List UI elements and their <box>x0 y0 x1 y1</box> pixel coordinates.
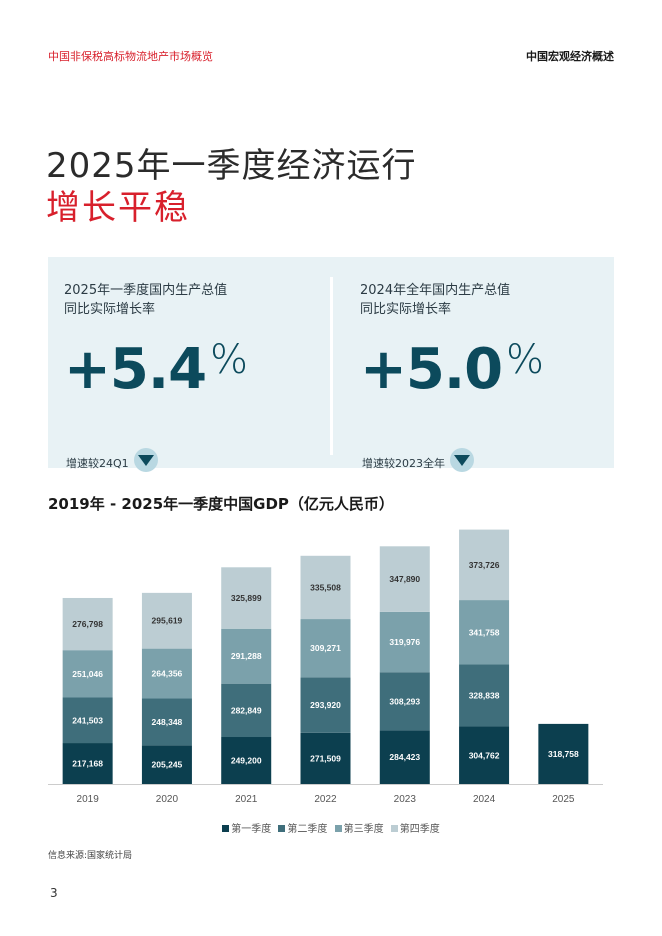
x-tick-label: 2025 <box>552 794 575 805</box>
bar-segment <box>300 732 351 784</box>
data-label: 205,245 <box>152 760 183 770</box>
gdp-stats-panel: 2025年一季度国内生产总值 同比实际增长率 +5.4 % 增速较24Q1 20… <box>48 257 614 472</box>
data-label: 282,849 <box>231 705 262 715</box>
section-title-header: 中国宏观经济概述 <box>526 50 614 63</box>
data-label: 248,348 <box>152 717 183 727</box>
legend-label: 第一季度 <box>231 824 272 835</box>
legend-swatch <box>390 825 398 832</box>
bar-segment <box>221 683 272 738</box>
data-label: 341,758 <box>469 627 500 637</box>
x-tick-label: 2024 <box>473 794 496 805</box>
triangle-down-icon <box>450 448 474 472</box>
page-number: 3 <box>50 886 58 900</box>
stat-label-line2: 同比实际增长率 <box>360 302 452 317</box>
stat-label-line1: 2025年一季度国内生产总值 <box>64 283 228 298</box>
data-label: 318,758 <box>548 749 579 759</box>
legend-label: 第二季度 <box>287 824 328 835</box>
triangle-down-icon <box>134 448 158 472</box>
stat-2025q1: 2025年一季度国内生产总值 同比实际增长率 +5.4 % 增速较24Q1 <box>64 281 324 472</box>
bar-segment <box>459 664 510 727</box>
stat-2024: 2024年全年国内生产总值 同比实际增长率 +5.0 % 增速较2023全年 <box>360 281 620 472</box>
stat-value: +5.4 <box>64 337 207 402</box>
bar-segment <box>62 743 113 784</box>
page-title-line2: 增长平稳 <box>46 188 190 228</box>
bar-segment <box>379 730 430 784</box>
bar-segment <box>141 592 192 649</box>
bar-segment <box>62 697 113 744</box>
data-label: 328,838 <box>469 691 500 701</box>
stat-note: 增速较24Q1 <box>66 457 129 470</box>
legend-item-q4: 第四季度 <box>390 820 440 835</box>
x-tick-label: 2023 <box>394 794 417 805</box>
x-tick-label: 2021 <box>235 794 258 805</box>
bar-segment <box>300 555 351 620</box>
bar-segment <box>300 619 351 678</box>
bar-segment <box>141 698 192 746</box>
data-label: 249,200 <box>231 756 262 766</box>
gdp-stacked-bar-chart: 217,168 241,503 251,046 276,798 2019 205,245 2… <box>48 529 603 805</box>
legend-item-q2: 第二季度 <box>278 820 327 835</box>
bar-segment <box>62 597 113 651</box>
report-title-header: 中国非保税高标物流地产市场概览 <box>48 50 213 63</box>
stat-note: 增速较2023全年 <box>362 457 445 470</box>
bar-segment <box>62 650 113 698</box>
x-tick-label: 2022 <box>314 794 337 805</box>
bar-segment <box>141 648 192 699</box>
data-label: 319,976 <box>389 637 420 647</box>
legend-label: 第三季度 <box>343 824 384 835</box>
stat-label-line2: 同比实际增长率 <box>64 302 156 317</box>
legend-swatch <box>222 825 230 832</box>
bar-segment <box>459 529 510 601</box>
data-label: 264,356 <box>152 669 183 679</box>
bar-segment <box>221 737 272 784</box>
bar-segment <box>379 546 430 612</box>
data-label: 291,288 <box>231 651 262 661</box>
chart-legend: 第一季度 第二季度 第三季度 第四季度 <box>0 820 662 835</box>
data-label: 308,293 <box>389 696 420 706</box>
data-label: 271,509 <box>310 753 341 763</box>
panel-divider <box>330 277 333 455</box>
data-label: 295,619 <box>152 616 183 626</box>
source-note: 信息来源:国家统计局 <box>48 851 133 861</box>
bar-segment <box>141 745 192 784</box>
data-label: 325,899 <box>231 593 262 603</box>
data-label: 284,423 <box>389 752 420 762</box>
data-label: 293,920 <box>310 700 341 710</box>
x-tick-label: 2019 <box>77 794 100 805</box>
bar-segment <box>459 600 510 665</box>
data-label: 309,271 <box>310 643 341 653</box>
data-label: 217,168 <box>72 759 103 769</box>
bar-segment <box>379 611 430 673</box>
stat-unit: % <box>210 337 249 383</box>
data-label: 304,762 <box>469 750 500 760</box>
data-label: 373,726 <box>469 560 500 570</box>
bar-segment <box>538 723 589 784</box>
legend-item-q1: 第一季度 <box>222 820 271 835</box>
legend-swatch <box>334 825 342 832</box>
stat-unit: % <box>506 337 545 383</box>
x-tick-label: 2020 <box>156 794 179 805</box>
bar-segment <box>379 672 430 731</box>
data-label: 335,508 <box>310 582 341 592</box>
stat-value: +5.0 <box>360 337 503 402</box>
data-label: 347,890 <box>389 574 420 584</box>
chart-title: 2019年 - 2025年一季度中国GDP（亿元人民币） <box>48 495 394 513</box>
data-label: 241,503 <box>72 715 103 725</box>
legend-item-q3: 第三季度 <box>334 820 384 835</box>
stat-label-line1: 2024年全年国内生产总值 <box>360 283 511 298</box>
data-label: 276,798 <box>72 619 103 629</box>
bar-segment <box>300 677 351 733</box>
bar-segment <box>459 726 510 784</box>
data-label: 251,046 <box>72 669 103 679</box>
legend-label: 第四季度 <box>399 824 440 835</box>
bar-segment <box>221 567 272 629</box>
page-title-line1: 2025年一季度经济运行 <box>46 146 417 186</box>
legend-swatch <box>278 825 286 832</box>
bar-segment <box>221 628 272 684</box>
